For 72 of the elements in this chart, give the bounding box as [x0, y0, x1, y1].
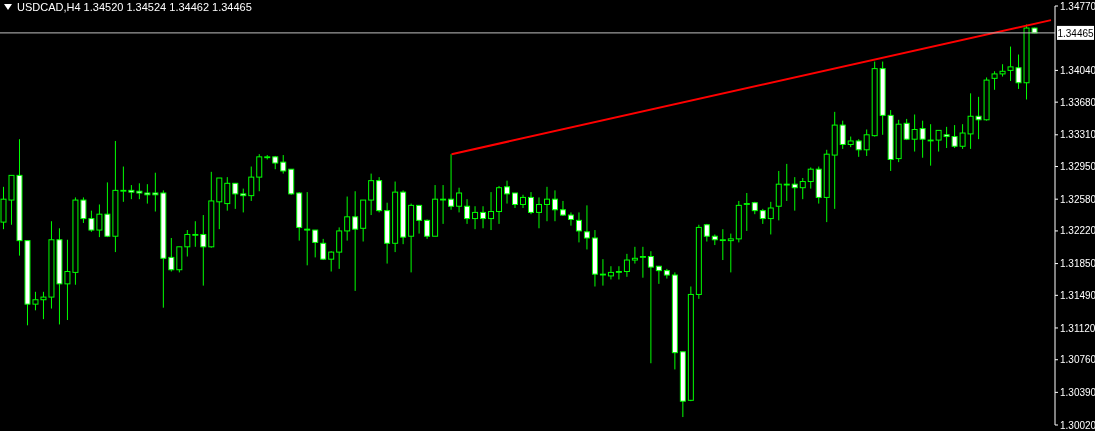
candlestick	[472, 205, 479, 230]
candlestick	[639, 246, 646, 279]
candlestick	[312, 229, 319, 258]
candlestick	[200, 214, 207, 287]
candlestick	[783, 163, 790, 202]
candlestick	[863, 128, 870, 157]
candlestick	[655, 265, 662, 285]
candlestick	[232, 182, 239, 210]
candlestick	[767, 201, 774, 235]
y-tick-label: 1.34770	[1060, 0, 1095, 12]
candlestick	[192, 220, 199, 248]
candlestick	[224, 176, 231, 212]
y-tick-label: 1.32580	[1060, 193, 1095, 205]
candlestick	[599, 258, 606, 287]
candlestick	[240, 188, 247, 213]
candlestick	[623, 253, 630, 278]
y-tick-label: 1.33310	[1060, 129, 1095, 141]
y-tick-label: 1.34040	[1060, 64, 1095, 76]
candlestick	[719, 228, 726, 261]
candlestick	[559, 200, 566, 217]
candlestick	[440, 184, 447, 225]
ref-line-label: 1.34465	[1057, 27, 1095, 39]
candlestick	[168, 237, 175, 273]
candlestick	[368, 173, 375, 216]
y-tick-label: 1.32220	[1060, 225, 1095, 237]
candlestick	[480, 205, 487, 229]
candlestick	[216, 177, 223, 230]
candlestick	[280, 154, 287, 175]
candlestick	[575, 211, 582, 243]
candlestick	[336, 226, 343, 270]
candlestick	[631, 246, 638, 265]
candlestick	[551, 189, 558, 222]
candlestick	[583, 204, 590, 250]
candlestick	[176, 246, 183, 273]
candlestick	[352, 190, 359, 292]
y-tick-label: 1.32950	[1060, 161, 1095, 173]
chart-title: USDCAD,H4 1.34520 1.34524 1.34462 1.34465	[17, 1, 252, 13]
candlestick	[256, 153, 263, 192]
candlestick	[456, 187, 463, 213]
y-tick-label: 1.33680	[1060, 96, 1095, 108]
candlestick	[344, 196, 351, 242]
candlestick	[248, 166, 255, 202]
y-tick-label: 1.31850	[1060, 258, 1095, 270]
y-tick-label: 1.31120	[1060, 322, 1095, 334]
candlestick	[328, 250, 335, 273]
y-tick-label: 1.30390	[1060, 386, 1095, 398]
candlestick	[496, 185, 503, 225]
candlestick	[535, 196, 542, 229]
y-tick-label: 1.30760	[1060, 354, 1095, 366]
candlestick	[543, 186, 550, 222]
candlestick	[528, 191, 534, 215]
candlestick	[743, 192, 750, 232]
candlestick	[615, 265, 622, 280]
candlestick	[448, 153, 455, 211]
candlestick	[647, 250, 654, 364]
candlestick	[424, 218, 431, 240]
y-tick-label: 1.30020	[1060, 419, 1095, 431]
candlestick	[464, 198, 471, 225]
candlestick	[775, 170, 782, 221]
candlestick	[304, 191, 311, 266]
candlestick	[839, 120, 846, 150]
candlestick	[567, 211, 574, 227]
candlestick	[799, 177, 806, 200]
y-tick-label: 1.31490	[1060, 289, 1095, 301]
candlestick	[607, 265, 614, 280]
candlestick	[184, 229, 191, 258]
candlestick	[807, 166, 814, 190]
candlestick	[727, 233, 734, 273]
candlestick	[488, 191, 495, 231]
candlestick	[416, 204, 423, 235]
candlestick	[504, 180, 511, 205]
candlestick	[791, 176, 798, 212]
